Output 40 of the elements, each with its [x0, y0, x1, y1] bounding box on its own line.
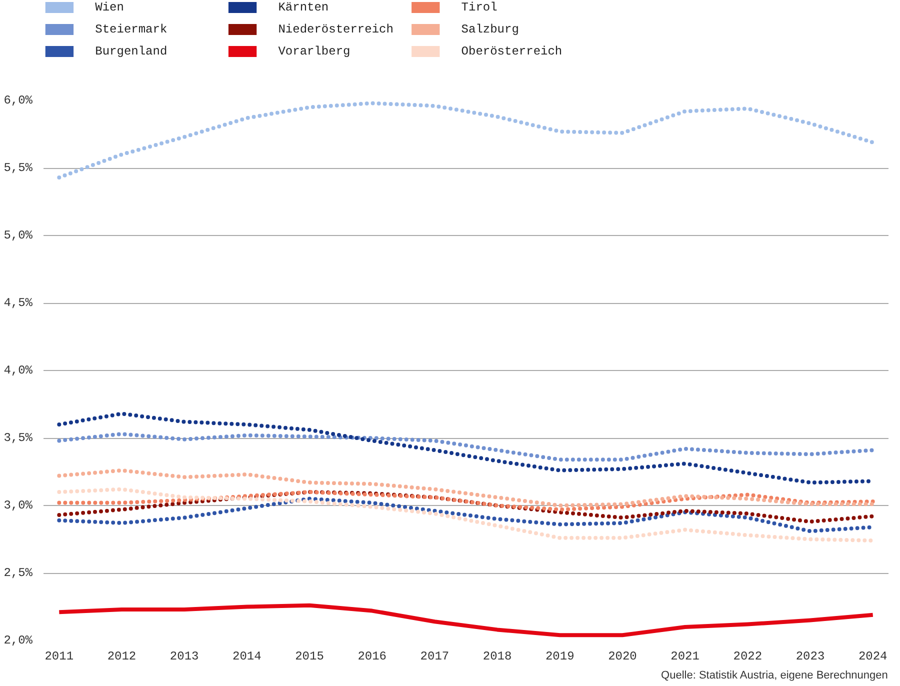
y-tick-label: 5,5% — [4, 161, 34, 175]
y-tick-label: 2,0% — [4, 634, 34, 648]
line-series — [57, 468, 875, 508]
line-series — [57, 490, 875, 512]
legend-label: Niederösterreich — [278, 22, 394, 36]
source-note: Quelle: Statistik Austria, eigene Berechnungen — [661, 670, 888, 682]
y-tick-label: 3,5% — [4, 431, 34, 445]
legend-label: Wien — [95, 0, 124, 14]
x-tick-label: 2017 — [420, 650, 450, 664]
x-tick-label: 2018 — [482, 650, 512, 664]
x-tick-label: 2012 — [107, 650, 136, 664]
y-tick-label: 4,0% — [4, 364, 34, 378]
line-series — [57, 603, 875, 638]
legend-label: Tirol — [461, 0, 498, 14]
x-tick-label: 2022 — [733, 650, 762, 664]
x-tick-label: 2016 — [358, 650, 387, 664]
x-tick-label: 2015 — [295, 650, 324, 664]
x-tick-label: 2014 — [232, 650, 262, 664]
legend-label: Vorarlberg — [278, 44, 350, 58]
y-tick-label: 2,5% — [4, 566, 34, 580]
legend-label: Salzburg — [461, 22, 519, 36]
legend-label: Oberösterreich — [461, 44, 562, 58]
x-tick-label: 2013 — [170, 650, 199, 664]
legend-label: Kärnten — [278, 0, 329, 14]
x-tick-label: 2020 — [608, 650, 637, 664]
x-tick-label: 2011 — [44, 650, 74, 664]
y-tick-label: 5,0% — [4, 228, 34, 242]
legend-label: Burgenland — [95, 44, 168, 58]
y-tick-label: 6,0% — [4, 94, 34, 108]
line-series — [57, 432, 875, 462]
legend-label: Steiermark — [95, 22, 168, 36]
x-tick-label: 2023 — [796, 650, 825, 664]
line-series — [57, 490, 875, 524]
y-tick-label: 4,5% — [4, 296, 34, 310]
line-series — [57, 487, 875, 543]
x-tick-label: 2021 — [670, 650, 700, 664]
line-series — [57, 101, 875, 180]
x-tick-label: 2024 — [858, 650, 888, 664]
y-tick-label: 3,0% — [4, 498, 34, 512]
x-tick-label: 2019 — [545, 650, 574, 664]
